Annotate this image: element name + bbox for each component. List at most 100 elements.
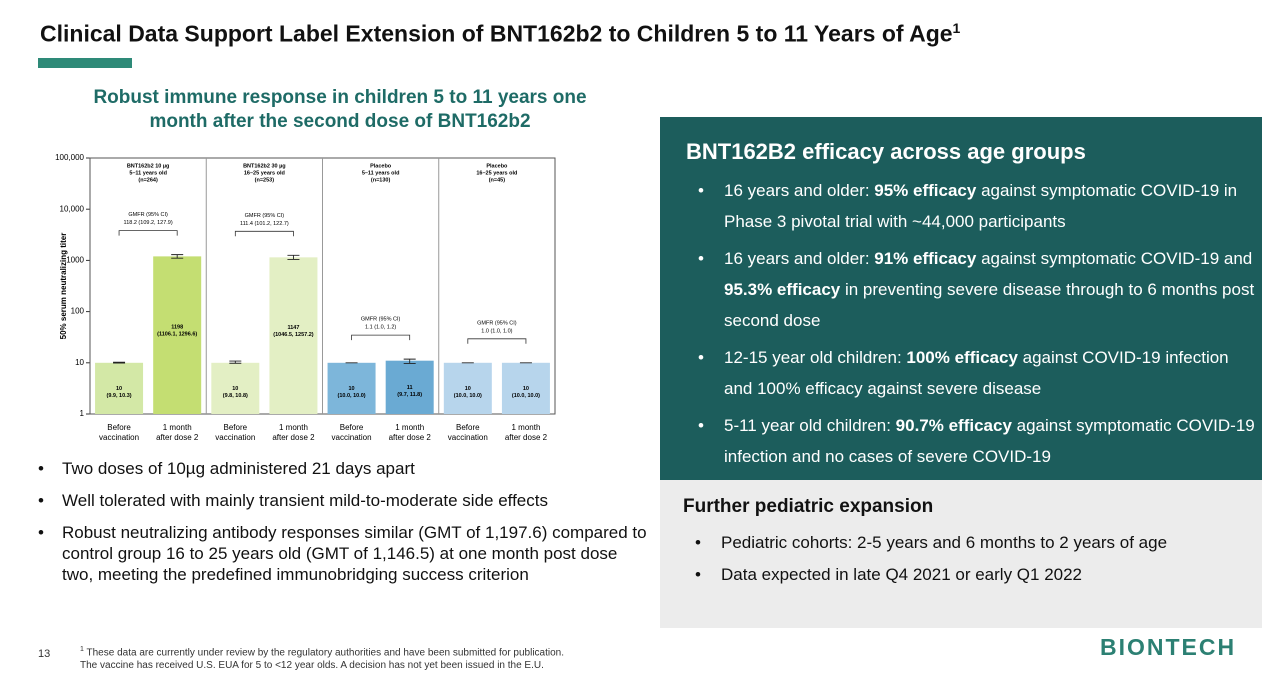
bar-ci: (10.0, 10.0) xyxy=(337,393,365,399)
x-tick-label: 1 month xyxy=(395,423,424,432)
text-run: 16 years and older: xyxy=(724,181,875,200)
chart: 50% serum neutralizing titer 1 10 100 1000 10… xyxy=(55,153,556,442)
gmfr-bracket xyxy=(234,230,294,237)
gmfr-label: 1.1 (1.0, 1.2) xyxy=(365,325,396,331)
gmfr-label: 118.2 (109.2, 127.9) xyxy=(124,220,173,226)
panel-title: BNT162b2 30 µg xyxy=(243,163,286,169)
text-run: 12-15 year old children: xyxy=(724,348,907,367)
efficacy-box: BNT162B2 efficacy across age groups 16 y… xyxy=(660,117,1262,480)
y-tick-label: 1000 xyxy=(66,256,84,265)
bar-value: 10 xyxy=(116,386,122,392)
bar xyxy=(327,362,376,414)
footnote: 1 These data are currently under review … xyxy=(80,643,564,672)
bar-ci: (10.0, 10.0) xyxy=(454,393,482,399)
error-bar xyxy=(403,358,416,364)
text-run: 16 years and older: xyxy=(724,249,875,268)
bar-value: 1198 xyxy=(171,325,183,331)
gmfr-bracket xyxy=(467,338,527,344)
title-text: Clinical Data Support Label Extension of… xyxy=(40,20,953,47)
y-tick-label: 100 xyxy=(71,307,85,316)
bar xyxy=(269,257,318,414)
bar-ci: (1046.5, 1257.2) xyxy=(273,332,314,338)
bar xyxy=(501,362,550,414)
gmfr-label: GMFR (95% CI) xyxy=(245,213,285,219)
bar xyxy=(153,256,202,414)
panel-title: Placebo xyxy=(370,163,392,169)
title-sup: 1 xyxy=(952,20,961,36)
x-tick-label: after dose 2 xyxy=(156,433,199,442)
bar xyxy=(385,360,434,414)
text-run: against COVID-19 infection and 100% effi… xyxy=(724,348,1229,398)
left-bullets: Two doses of 10µg administered 21 days a… xyxy=(38,458,648,596)
expansion-bullets: Pediatric cohorts: 2-5 years and 6 month… xyxy=(695,532,1167,596)
panel-title: 5–11 years old xyxy=(362,170,400,176)
bar-value: 10 xyxy=(232,386,238,392)
x-tick-label: vaccination xyxy=(215,433,255,442)
x-tick-label: 1 month xyxy=(279,423,308,432)
gmfr-label: 1.0 (1.0, 1.0) xyxy=(481,328,512,334)
bullet: Well tolerated with mainly transient mil… xyxy=(38,490,648,511)
x-tick-label: Before xyxy=(340,423,364,432)
panel-title: (n=253) xyxy=(255,177,275,183)
text-run: against symptomatic COVID-19 infection a… xyxy=(724,416,1255,466)
bold-run: 95% efficacy xyxy=(874,181,977,200)
bold-run: 95.3% efficacy xyxy=(724,280,841,299)
bar xyxy=(211,362,260,414)
gmfr-bracket xyxy=(351,334,411,341)
x-tick-label: 1 month xyxy=(163,423,192,432)
page-number: 13 xyxy=(38,648,51,660)
bar-value: 10 xyxy=(523,386,529,392)
bar-value: 10 xyxy=(349,386,355,392)
expansion-box: Further pediatric expansion Pediatric co… xyxy=(660,480,1262,628)
gmfr-bracket xyxy=(118,230,178,236)
y-tick-label: 100,000 xyxy=(55,153,84,162)
bar-ci: (9.8, 10.8) xyxy=(223,393,248,399)
panel-title: (n=264) xyxy=(138,177,158,183)
bullet: 16 years and older: 91% efficacy against… xyxy=(698,243,1258,336)
bar-ci: (10.0, 10.0) xyxy=(512,393,540,399)
x-tick-label: after dose 2 xyxy=(505,433,548,442)
chart-subtitle: Robust immune response in children 5 to … xyxy=(30,86,650,134)
footnote-text: These data are currently under review by… xyxy=(86,647,565,659)
efficacy-bullets: 16 years and older: 95% efficacy against… xyxy=(698,175,1258,478)
y-tick-label: 10 xyxy=(75,358,84,367)
panel-title: Placebo xyxy=(486,163,508,169)
bar-ci: (9.9, 10.3) xyxy=(107,393,132,399)
x-tick-label: after dose 2 xyxy=(389,433,432,442)
panel-title: 5–11 years old xyxy=(129,170,167,176)
box-heading: BNT162B2 efficacy across age groups xyxy=(686,139,1086,164)
bullet: Two doses of 10µg administered 21 days a… xyxy=(38,458,648,479)
text-run: against symptomatic COVID-19 and xyxy=(976,249,1253,268)
gmfr-label: 111.4 (101.2, 122.7) xyxy=(240,221,289,227)
x-tick-label: vaccination xyxy=(99,433,139,442)
text-run: against symptomatic COVID-19 in Phase 3 … xyxy=(724,181,1238,231)
panel-title: BNT162b2 10 µg xyxy=(127,163,170,169)
x-tick-label: Before xyxy=(224,423,248,432)
bullet: Robust neutralizing antibody responses s… xyxy=(38,522,648,585)
error-bar xyxy=(287,254,300,260)
x-tick-label: after dose 2 xyxy=(272,433,315,442)
footnote-line: The vaccine has received U.S. EUA for 5 … xyxy=(80,660,544,672)
bold-run: 90.7% efficacy xyxy=(895,416,1012,435)
x-tick-label: Before xyxy=(107,423,131,432)
slide-title: Clinical Data Support Label Extension of… xyxy=(40,20,960,48)
x-tick-label: vaccination xyxy=(448,433,488,442)
bar-value: 1147 xyxy=(287,325,299,331)
bar xyxy=(443,362,492,414)
panel-title: 16–25 years old xyxy=(244,170,285,176)
subtitle-line: month after the second dose of BNT162b2 xyxy=(149,111,531,132)
text-run: 5-11 year old children: xyxy=(724,416,896,435)
bullet: Pediatric cohorts: 2-5 years and 6 month… xyxy=(695,532,1167,554)
error-bar xyxy=(171,254,184,259)
title-rule xyxy=(38,58,132,68)
bold-run: 100% efficacy xyxy=(906,348,1018,367)
logo: BIONTECH xyxy=(1100,634,1237,660)
error-bar xyxy=(229,360,242,364)
box-heading: Further pediatric expansion xyxy=(683,496,934,517)
x-tick-label: vaccination xyxy=(332,433,372,442)
gmfr-label: GMFR (95% CI) xyxy=(128,212,168,218)
error-bar xyxy=(113,361,126,364)
footnote-sup: 1 xyxy=(80,646,84,653)
bar-ci: (1106.1, 1296.6) xyxy=(157,332,197,338)
